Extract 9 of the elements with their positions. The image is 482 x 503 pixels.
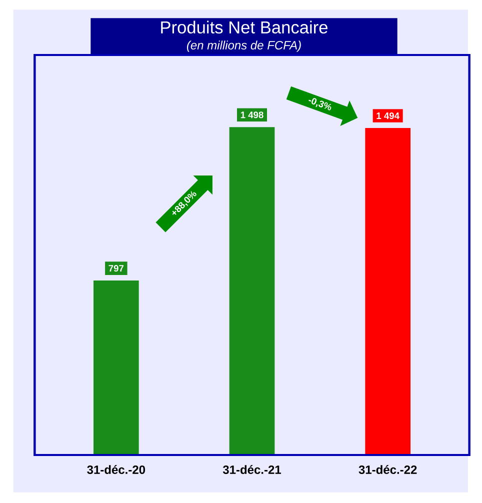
x-tick-label: 31-déc.-21 (222, 465, 282, 474)
data-label: 1 498 (240, 112, 264, 118)
x-tick-label: 31-déc.-20 (87, 465, 146, 474)
x-tick-label: 31-déc.-22 (358, 465, 417, 474)
text: -0,3% (308, 98, 332, 110)
data-label: 797 (108, 265, 124, 272)
data-label: 1 494 (376, 112, 400, 120)
chart-subtitle: (en millions de FCFA) (187, 40, 301, 52)
chart-title: Produits Net Bancaire (161, 20, 328, 34)
